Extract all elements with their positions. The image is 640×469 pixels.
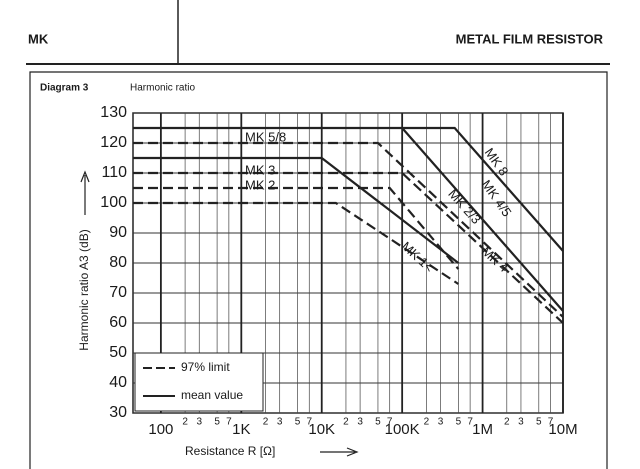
x-minor-tick-label: 2 xyxy=(504,417,510,428)
x-axis-label: Resistance R [Ω] xyxy=(185,444,275,458)
x-tick-label: 10K xyxy=(308,421,335,438)
x-tick-label: 1K xyxy=(232,421,250,438)
y-tick-label: 60 xyxy=(109,314,127,331)
x-minor-tick-label: 3 xyxy=(196,417,202,428)
legend-box xyxy=(134,352,264,412)
x-minor-tick-label: 2 xyxy=(424,417,430,428)
x-arrow xyxy=(320,447,359,457)
series-line xyxy=(133,141,564,324)
x-minor-tick-label: 5 xyxy=(456,417,462,428)
x-minor-tick-label: 2 xyxy=(263,417,269,428)
x-tick-label: 100 xyxy=(148,421,173,438)
x-tick-label: 1M xyxy=(472,421,493,438)
x-minor-tick-label: 5 xyxy=(295,417,301,428)
x-minor-tick-label: 5 xyxy=(536,417,542,428)
diagram-label: Diagram 3 xyxy=(40,83,89,94)
y-tick-label: 100 xyxy=(100,194,127,211)
x-minor-tick-label: 7 xyxy=(467,417,473,428)
x-minor-tick-label: 3 xyxy=(438,417,444,428)
legend-label: 97% limit xyxy=(181,360,230,374)
series-line xyxy=(133,126,564,312)
y-tick-label: 110 xyxy=(101,164,127,181)
annotation: MK 5/8 xyxy=(245,129,286,144)
y-tick-label: 50 xyxy=(109,344,127,361)
x-tick-label: 10M xyxy=(548,421,577,438)
y-tick-label: 30 xyxy=(109,404,127,421)
x-minor-tick-label: 7 xyxy=(387,417,393,428)
legend-label: mean value xyxy=(181,388,243,402)
annotation: MK 2 xyxy=(245,177,275,192)
x-minor-tick-label: 5 xyxy=(214,417,220,428)
header-left: MK xyxy=(28,31,49,46)
annotation: MK 1< xyxy=(399,239,437,276)
x-tick-label: 100K xyxy=(385,421,420,438)
y-tick-label: 130 xyxy=(100,104,127,121)
annotation: MK 4/5 xyxy=(479,177,515,219)
annotation: MK 3 xyxy=(245,162,275,177)
y-tick-label: 120 xyxy=(100,134,127,151)
x-minor-tick-label: 2 xyxy=(182,417,188,428)
y-axis-label: Harmonic ratio A3 (dB) xyxy=(77,229,91,350)
x-minor-tick-label: 2 xyxy=(343,417,349,428)
x-minor-tick-label: 3 xyxy=(277,417,283,428)
y-arrow xyxy=(80,170,90,215)
y-tick-label: 70 xyxy=(109,284,127,301)
x-minor-tick-label: 3 xyxy=(518,417,524,428)
x-minor-tick-label: 5 xyxy=(375,417,381,428)
chart-title: Harmonic ratio xyxy=(130,83,195,94)
x-minor-tick-label: 7 xyxy=(226,417,232,428)
y-tick-label: 40 xyxy=(109,374,127,391)
x-minor-tick-label: 3 xyxy=(357,417,363,428)
x-minor-tick-label: 7 xyxy=(548,417,554,428)
annotation: MK 2/3 xyxy=(445,186,484,227)
x-minor-tick-label: 7 xyxy=(306,417,312,428)
diagram-frame xyxy=(29,71,608,469)
y-tick-label: 90 xyxy=(109,224,127,241)
header-right: METAL FILM RESISTOR xyxy=(456,31,604,46)
y-tick-label: 80 xyxy=(109,254,127,271)
